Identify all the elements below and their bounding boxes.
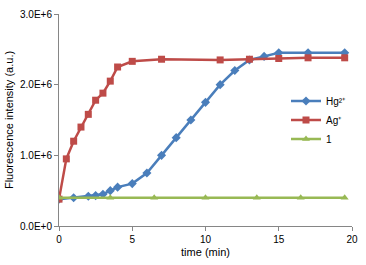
svg-text:Fluorescence intensity (a.u.): Fluorescence intensity (a.u.) — [3, 51, 15, 189]
svg-text:time (min): time (min) — [181, 246, 230, 258]
svg-text:1.0E+6: 1.0E+6 — [20, 150, 52, 161]
svg-text:15: 15 — [273, 234, 285, 245]
svg-text:2.0E+6: 2.0E+6 — [20, 79, 52, 90]
svg-text:20: 20 — [346, 234, 358, 245]
svg-text:Hg²⁺: Hg²⁺ — [326, 96, 346, 107]
svg-text:0: 0 — [56, 234, 62, 245]
svg-text:Ag⁺: Ag⁺ — [326, 115, 342, 126]
svg-text:0.0E+0: 0.0E+0 — [20, 221, 52, 232]
svg-text:10: 10 — [200, 234, 212, 245]
svg-text:1: 1 — [326, 134, 332, 145]
svg-text:3.0E+6: 3.0E+6 — [20, 9, 52, 20]
svg-text:5: 5 — [129, 234, 135, 245]
